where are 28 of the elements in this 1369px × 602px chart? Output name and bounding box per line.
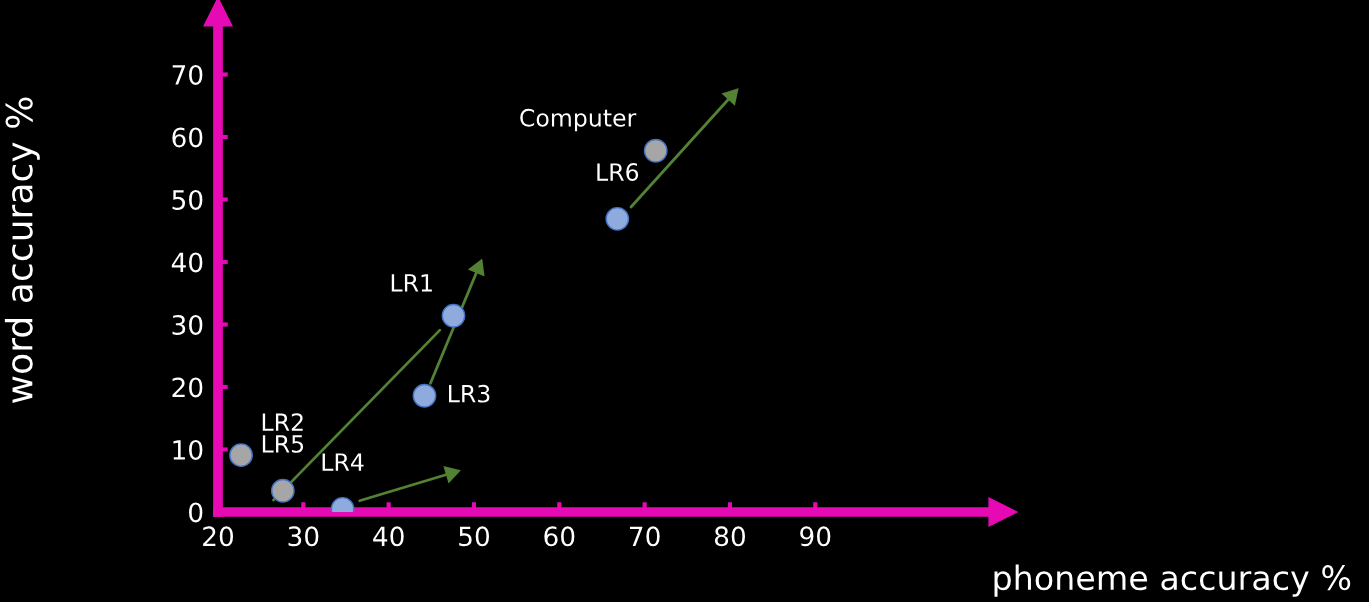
y-tick-label: 20 bbox=[172, 377, 203, 398]
x-tick-label: 70 bbox=[630, 526, 660, 547]
annotation: LR3 bbox=[449, 384, 490, 403]
y-tick-label: 50 bbox=[172, 189, 203, 210]
point bbox=[443, 466, 461, 483]
annotation: LR4 bbox=[322, 453, 364, 471]
x-tick-label: 40 bbox=[373, 526, 404, 547]
y-tick-label: 70 bbox=[172, 64, 203, 85]
annotation: LR6 bbox=[597, 163, 639, 181]
y-tick-label: 0 bbox=[189, 502, 203, 523]
annotation: Computer bbox=[520, 108, 637, 132]
x-tick-label: 90 bbox=[800, 526, 831, 547]
x-tick-label: 20 bbox=[203, 526, 234, 547]
y-tick-label: 60 bbox=[172, 127, 203, 148]
annotation: LR2 bbox=[262, 413, 303, 431]
y-tick-label: 30 bbox=[172, 314, 203, 335]
y-tick-label: 40 bbox=[171, 252, 203, 273]
x-tick-label: 80 bbox=[714, 526, 745, 547]
point bbox=[468, 259, 485, 277]
x-tick-label: 50 bbox=[459, 526, 490, 547]
y-axis-title: word accuracy % bbox=[4, 97, 40, 403]
annotation: LR5 bbox=[262, 435, 304, 453]
x-tick-label: 60 bbox=[544, 526, 575, 547]
x-tick-label: 30 bbox=[288, 526, 319, 547]
annotation: LR1 bbox=[391, 274, 432, 292]
y-tick-label: 10 bbox=[173, 439, 203, 460]
point bbox=[722, 88, 739, 106]
x-axis-title: phoneme accuracy % bbox=[994, 564, 1351, 597]
